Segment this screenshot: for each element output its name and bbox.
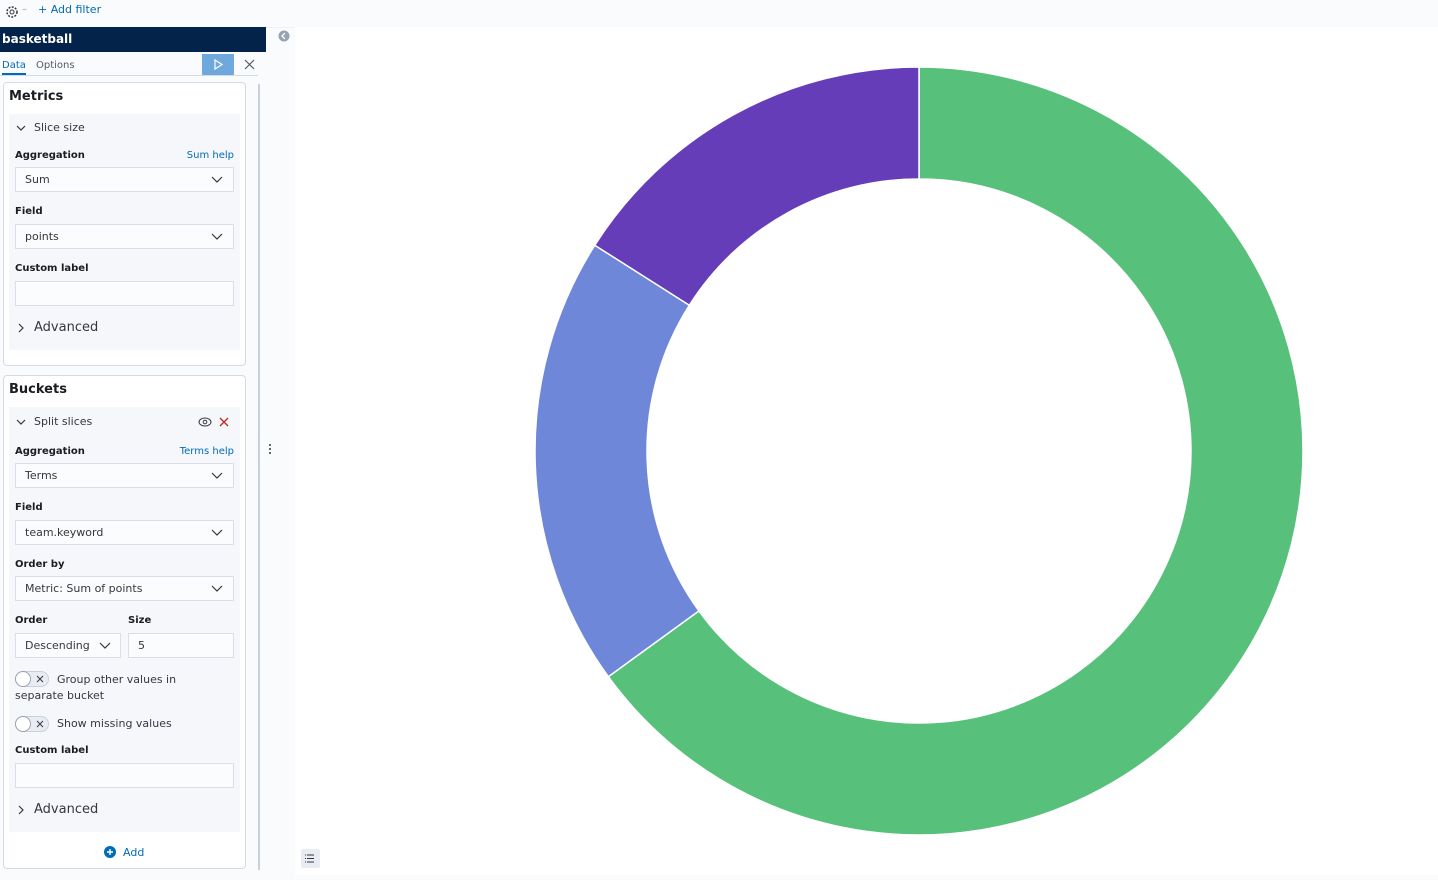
scrollbar [258,84,260,870]
agg-title[interactable]: Slice size [34,121,85,134]
top-bar [0,0,1438,28]
text-input[interactable] [15,763,234,788]
select[interactable]: Metric: Sum of points [15,576,234,601]
field-label: Order by [15,559,65,570]
field-label: Size [128,615,152,626]
select[interactable]: Terms [15,463,234,488]
add-filter[interactable]: + Add filter [38,3,102,16]
agg-title[interactable]: Split slices [34,415,93,428]
select[interactable]: team.keyword [15,520,234,545]
sidebar-header [0,27,266,52]
pie-slice [593,66,920,307]
index-title: basketball [2,32,73,46]
help-link[interactable]: Terms help [179,446,234,457]
switch[interactable] [15,671,49,687]
chevron-down [211,233,223,240]
field-label: Field [15,502,43,513]
buckets-title: Buckets [9,382,67,397]
advanced-toggle[interactable]: Advanced [34,802,99,817]
metrics-title: Metrics [9,89,64,104]
settings-icon[interactable] [4,4,20,20]
field-label: Order [15,615,48,626]
switch-label: Group other values in separate bucket [15,673,177,702]
chevron-down [211,472,223,479]
chevron-down [211,176,223,183]
select[interactable]: Sum [15,167,234,192]
chart [295,27,1438,875]
tabs-border [0,75,258,76]
pie-slice [607,66,1304,836]
resize-handle[interactable] [268,443,272,455]
add-icon[interactable] [104,846,116,858]
chevron-down[interactable] [16,123,26,133]
field-label: Aggregation [15,446,85,457]
help-link[interactable]: Sum help [186,150,234,161]
tab-options[interactable]: Options [36,60,75,71]
switch[interactable] [15,716,49,732]
advanced-toggle[interactable]: Advanced [34,320,99,335]
chevron-down [211,585,223,592]
select[interactable]: points [15,224,234,249]
add-button[interactable]: Add [123,846,145,859]
chevron-right[interactable] [16,805,26,815]
toggle-visibility[interactable] [198,416,212,428]
field-label: Field [15,206,43,217]
chevron-down [211,529,223,536]
legend-toggle[interactable] [301,849,320,868]
chevron-right[interactable] [16,323,26,333]
apply-button[interactable] [202,54,234,75]
chevron-down [99,642,111,649]
switch-label: Show missing values [57,717,172,730]
close-button[interactable] [244,59,255,70]
pie-slice [534,244,700,678]
collapse-sidebar[interactable] [278,30,290,42]
tab-data[interactable]: Data [2,60,26,75]
field-label: Custom label [15,745,89,756]
text-input[interactable] [15,281,234,306]
remove-button[interactable] [219,417,229,427]
separator: – [22,4,27,15]
field-label: Custom label [15,263,89,274]
chevron-down[interactable] [16,417,26,427]
number-input[interactable]: 5 [128,633,234,658]
field-label: Aggregation [15,150,85,161]
